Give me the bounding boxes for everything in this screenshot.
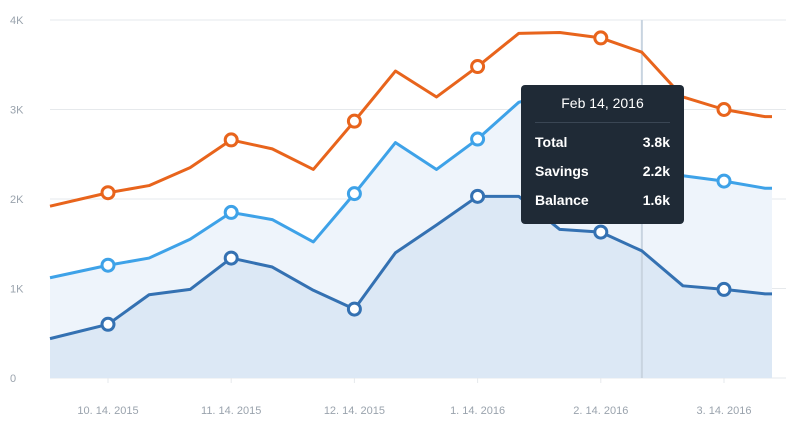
data-point-balance xyxy=(716,281,732,297)
data-point-total xyxy=(346,113,362,129)
x-tick-label: 12. 14. 2015 xyxy=(324,405,385,417)
data-point-balance xyxy=(470,188,486,204)
data-point-savings xyxy=(346,186,362,202)
data-point-total xyxy=(100,185,116,201)
data-point-total xyxy=(470,59,486,75)
tooltip-label: Balance xyxy=(535,192,589,208)
y-tick-label: 1K xyxy=(10,284,24,296)
y-tick-label: 0 xyxy=(10,373,16,385)
data-point-total xyxy=(223,132,239,148)
tooltip-date: Feb 14, 2016 xyxy=(535,94,670,123)
y-tick-label: 2K xyxy=(10,194,24,206)
data-point-total xyxy=(593,30,609,46)
tooltip-row-savings: Savings 2.2k xyxy=(535,157,670,186)
data-point-balance xyxy=(223,250,239,266)
x-tick-label: 11. 14. 2015 xyxy=(201,405,261,417)
tooltip-value: 3.8k xyxy=(642,134,670,150)
data-point-savings xyxy=(223,204,239,220)
tooltip-value: 2.2k xyxy=(642,163,670,179)
data-point-balance xyxy=(593,224,609,240)
x-tick-label: 3. 14. 2016 xyxy=(696,405,751,417)
tooltip-row-total: Total 3.8k xyxy=(535,128,670,157)
data-point-savings xyxy=(100,257,116,273)
y-tick-label: 3K xyxy=(10,105,24,117)
tooltip-label: Savings xyxy=(535,163,589,179)
balance-area xyxy=(50,196,772,378)
x-tick-label: 2. 14. 2016 xyxy=(573,405,628,417)
y-tick-label: 4K xyxy=(10,15,24,27)
tooltip-value: 1.6k xyxy=(642,192,670,208)
series-line-balance xyxy=(49,194,772,341)
tooltip-label: Total xyxy=(535,134,568,150)
data-point-balance xyxy=(100,316,116,332)
x-tick-label: 1. 14. 2016 xyxy=(450,405,505,417)
chart-tooltip: Feb 14, 2016 Total 3.8k Savings 2.2k Bal… xyxy=(521,85,684,224)
x-tick-label: 10. 14. 2015 xyxy=(77,405,138,417)
data-point-savings xyxy=(716,173,732,189)
data-point-total xyxy=(716,102,732,117)
data-point-balance xyxy=(346,301,362,317)
tooltip-row-balance: Balance 1.6k xyxy=(535,186,670,215)
data-point-savings xyxy=(470,131,486,147)
